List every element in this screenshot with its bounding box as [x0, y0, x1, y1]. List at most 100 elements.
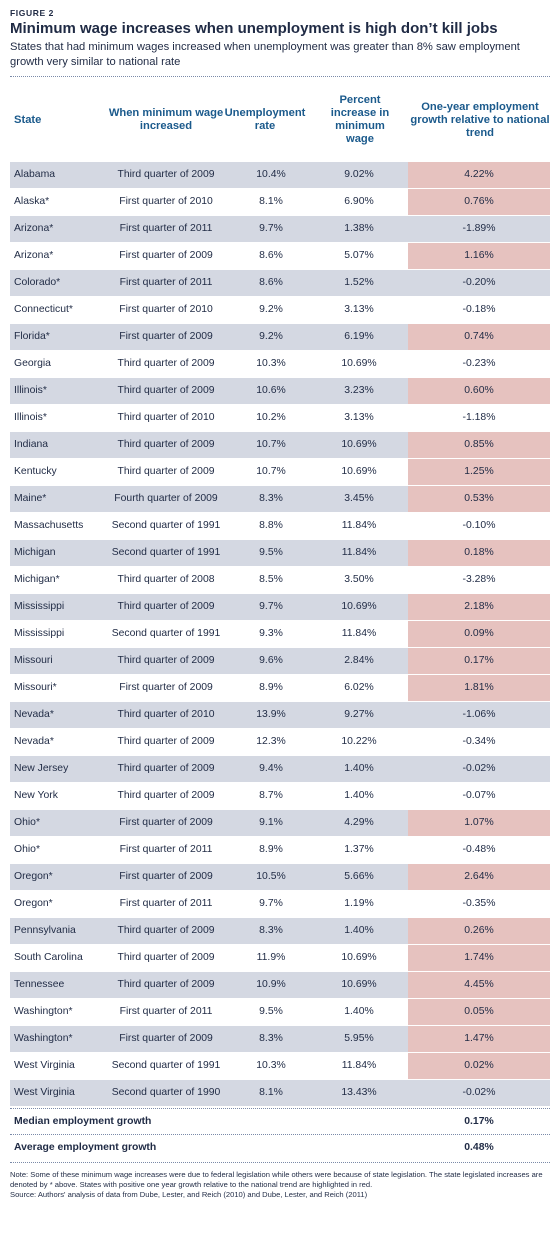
cell-when-increased: Third quarter of 2008: [117, 574, 215, 585]
table-row: Ohio* First quarter of 2009 9.1% 4.29% 1.07%: [10, 810, 550, 837]
cell-employment-growth: -1.18%: [462, 412, 496, 423]
cell-state: Arizona*: [14, 250, 54, 261]
cell-unemployment-rate: 12.3%: [256, 736, 286, 747]
table-row: Mississippi Third quarter of 2009 9.7% 10.6…: [10, 594, 550, 621]
cell-unemployment-rate: 9.1%: [259, 817, 283, 828]
column-header-percent: Percent increase in minimum wage: [330, 94, 390, 145]
cell-when-increased: First quarter of 2009: [119, 871, 213, 882]
cell-percent-increase: 3.13%: [344, 304, 374, 315]
cell-state: Mississippi: [14, 601, 65, 612]
cell-employment-growth: -0.48%: [462, 844, 496, 855]
cell-employment-growth: 0.53%: [408, 486, 550, 512]
cell-employment-growth: -3.28%: [462, 574, 496, 585]
table-row: Michigan Second quarter of 1991 9.5% 11.84%…: [10, 540, 550, 567]
cell-state: West Virginia: [14, 1060, 75, 1071]
cell-when-increased: Second quarter of 1991: [111, 628, 221, 639]
cell-unemployment-rate: 10.5%: [256, 871, 286, 882]
cell-when-increased: First quarter of 2009: [119, 1033, 213, 1044]
cell-percent-increase: 6.19%: [344, 331, 374, 342]
figure-subtitle: States that had minimum wages increased …: [10, 41, 520, 68]
cell-unemployment-rate: 8.3%: [259, 493, 283, 504]
cell-when-increased: Third quarter of 2009: [117, 358, 215, 369]
column-header-growth: One-year employment growth relative to n…: [410, 100, 550, 139]
cell-employment-growth: -0.34%: [462, 736, 496, 747]
cell-unemployment-rate: 9.3%: [259, 628, 283, 639]
table-row: Washington* First quarter of 2011 9.5% 1.40…: [10, 999, 550, 1026]
cell-unemployment-rate: 9.6%: [259, 655, 283, 666]
cell-when-increased: Second quarter of 1991: [111, 547, 221, 558]
cell-state: Tennessee: [14, 979, 65, 990]
cell-employment-growth: 0.26%: [408, 918, 550, 944]
cell-state: New Jersey: [14, 763, 69, 774]
cell-when-increased: Third quarter of 2010: [117, 709, 215, 720]
cell-employment-growth: -0.02%: [462, 1087, 496, 1098]
column-header-when: When minimum wage increased: [108, 107, 224, 132]
figure-label: FIGURE 2: [10, 8, 55, 18]
cell-when-increased: First quarter of 2011: [119, 1006, 213, 1017]
cell-percent-increase: 2.84%: [344, 655, 374, 666]
cell-percent-increase: 3.50%: [344, 574, 374, 585]
cell-when-increased: First quarter of 2011: [119, 223, 213, 234]
cell-percent-increase: 11.84%: [341, 547, 377, 558]
cell-employment-growth: 0.09%: [408, 621, 550, 647]
cell-when-increased: Third quarter of 2009: [117, 736, 215, 747]
bottom-divider: [10, 1162, 550, 1163]
cell-percent-increase: 1.40%: [344, 1006, 374, 1017]
cell-employment-growth: 0.60%: [408, 378, 550, 404]
table-row: Arizona* First quarter of 2009 8.6% 5.07% 1.…: [10, 243, 550, 270]
cell-percent-increase: 3.13%: [344, 412, 374, 423]
cell-percent-increase: 10.69%: [341, 439, 377, 450]
cell-when-increased: Third quarter of 2009: [117, 790, 215, 801]
cell-when-increased: Third quarter of 2009: [117, 169, 215, 180]
cell-percent-increase: 13.43%: [341, 1087, 377, 1098]
cell-state: Connecticut*: [14, 304, 73, 315]
cell-when-increased: First quarter of 2011: [119, 898, 213, 909]
cell-state: Maine*: [14, 493, 47, 504]
summary-label: Median employment growth: [14, 1116, 152, 1127]
cell-employment-growth: 2.64%: [408, 864, 550, 890]
cell-employment-growth: -1.89%: [462, 223, 496, 234]
cell-employment-growth: -0.20%: [462, 277, 496, 288]
table-row: Illinois* Third quarter of 2009 10.6% 3.23%…: [10, 378, 550, 405]
cell-when-increased: Third quarter of 2009: [117, 601, 215, 612]
cell-percent-increase: 5.66%: [344, 871, 374, 882]
cell-employment-growth: -0.10%: [462, 520, 496, 531]
table-row: Illinois* Third quarter of 2010 10.2% 3.13%…: [10, 405, 550, 432]
table-row: Colorado* First quarter of 2011 8.6% 1.52% -…: [10, 270, 550, 297]
cell-state: Indiana: [14, 439, 49, 450]
cell-unemployment-rate: 8.9%: [259, 682, 283, 693]
cell-when-increased: Second quarter of 1990: [111, 1087, 221, 1098]
cell-percent-increase: 6.02%: [344, 682, 374, 693]
cell-percent-increase: 6.90%: [344, 196, 374, 207]
cell-when-increased: First quarter of 2011: [119, 277, 213, 288]
table-row: New York Third quarter of 2009 8.7% 1.40% -0…: [10, 783, 550, 810]
cell-unemployment-rate: 8.1%: [259, 196, 283, 207]
table-row: Michigan* Third quarter of 2008 8.5% 3.50% -…: [10, 567, 550, 594]
cell-state: Florida*: [14, 331, 50, 342]
cell-employment-growth: -0.35%: [462, 898, 496, 909]
cell-percent-increase: 5.95%: [344, 1033, 374, 1044]
cell-employment-growth: -0.18%: [462, 304, 496, 315]
table-row: Georgia Third quarter of 2009 10.3% 10.69% -…: [10, 351, 550, 378]
cell-state: Michigan: [14, 547, 56, 558]
cell-employment-growth: -0.02%: [462, 763, 496, 774]
table-row: Indiana Third quarter of 2009 10.7% 10.69% 0…: [10, 432, 550, 459]
table-row: New Jersey Third quarter of 2009 9.4% 1.40%…: [10, 756, 550, 783]
cell-unemployment-rate: 8.5%: [259, 574, 283, 585]
cell-state: Colorado*: [14, 277, 61, 288]
figure-title: Minimum wage increases when unemployment…: [10, 20, 498, 37]
cell-when-increased: Second quarter of 1991: [111, 520, 221, 531]
cell-when-increased: First quarter of 2009: [119, 331, 213, 342]
table-body: Alabama Third quarter of 2009 10.4% 9.02% 4.…: [10, 162, 550, 1107]
table-row: Tennessee Third quarter of 2009 10.9% 10.69…: [10, 972, 550, 999]
cell-employment-growth: -0.23%: [462, 358, 496, 369]
cell-percent-increase: 1.40%: [344, 925, 374, 936]
table-row: Connecticut* First quarter of 2010 9.2% 3.1…: [10, 297, 550, 324]
table-row: Mississippi Second quarter of 1991 9.3% 11.…: [10, 621, 550, 648]
table-row: Oregon* First quarter of 2009 10.5% 5.66% 2.…: [10, 864, 550, 891]
cell-percent-increase: 11.84%: [341, 628, 377, 639]
cell-state: Missouri: [14, 655, 53, 666]
cell-percent-increase: 4.29%: [344, 817, 374, 828]
cell-unemployment-rate: 9.2%: [259, 304, 283, 315]
